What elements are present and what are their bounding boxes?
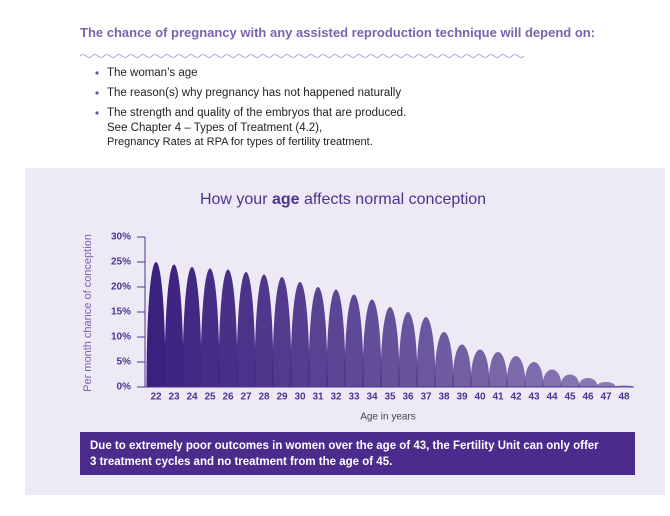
bullet-dot — [95, 111, 99, 115]
y-tick-label: 5% — [117, 357, 132, 368]
bell — [416, 317, 436, 387]
note-line: Due to extremely poor outcomes in women … — [90, 440, 599, 452]
bullet: The woman’s age — [107, 67, 198, 79]
bell — [398, 312, 418, 387]
x-tick-label: 48 — [618, 392, 630, 403]
x-tick-label: 24 — [186, 392, 198, 403]
bullet-dot — [95, 71, 99, 75]
y-tick-label: 0% — [117, 382, 132, 393]
x-tick-label: 31 — [312, 392, 324, 403]
bell — [146, 262, 166, 387]
bell — [380, 307, 400, 387]
x-tick-label: 22 — [150, 392, 162, 403]
bell — [488, 352, 508, 387]
chart-title: How your age affects normal conception — [200, 191, 486, 208]
y-tick-label: 10% — [111, 332, 131, 343]
y-tick-label: 25% — [111, 257, 131, 268]
title-part: affects normal conception — [304, 191, 486, 208]
bell — [344, 294, 364, 387]
x-tick-label: 45 — [564, 392, 576, 403]
x-tick-label: 42 — [510, 392, 522, 403]
x-tick-label: 40 — [474, 392, 486, 403]
x-tick-label: 47 — [600, 392, 612, 403]
bell — [434, 332, 454, 387]
bell — [596, 382, 616, 387]
y-tick-label: 30% — [111, 232, 131, 243]
bell — [200, 268, 220, 387]
bell — [470, 349, 490, 387]
x-tick-label: 27 — [240, 392, 252, 403]
y-tick-label: 15% — [111, 307, 131, 318]
x-tick-label: 41 — [492, 392, 504, 403]
bell — [272, 277, 292, 387]
x-tick-label: 33 — [348, 392, 360, 403]
x-tick-label: 36 — [402, 392, 414, 403]
bell — [452, 344, 472, 387]
x-tick-label: 26 — [222, 392, 234, 403]
header-line: The chance of pregnancy with any assiste… — [80, 25, 595, 40]
x-tick-label: 35 — [384, 392, 396, 403]
x-tick-label: 46 — [582, 392, 594, 403]
x-tick-label: 23 — [168, 392, 180, 403]
bell — [236, 272, 256, 387]
bell — [290, 282, 310, 387]
x-tick-label: 44 — [546, 392, 558, 403]
header-title: The chance of pregnancy with any assiste… — [80, 25, 595, 40]
title-part: How your — [200, 191, 268, 208]
bullet: The strength and quality of the embryos … — [107, 107, 406, 119]
x-tick-label: 32 — [330, 392, 342, 403]
bell — [560, 374, 580, 387]
title-emphasis: age — [272, 191, 300, 208]
bullet: The reason(s) why pregnancy has not happ… — [107, 87, 401, 99]
x-tick-label: 38 — [438, 392, 450, 403]
bell — [578, 378, 598, 387]
bullet-dot — [95, 91, 99, 95]
y-axis-label: Per month chance of conception — [82, 234, 94, 392]
bell — [326, 289, 346, 387]
wavy-rule — [79, 54, 525, 58]
x-tick-label: 43 — [528, 392, 540, 403]
bell — [524, 362, 544, 387]
bell — [308, 287, 328, 387]
x-tick-label: 25 — [204, 392, 216, 403]
x-tick-label: 34 — [366, 392, 378, 403]
y-tick-label: 20% — [111, 282, 131, 293]
x-tick-label: 30 — [294, 392, 306, 403]
x-axis-label: Age in years — [360, 412, 416, 423]
bell — [182, 267, 202, 387]
bell — [164, 264, 184, 387]
plot: 0% 5% 10% 15% 20% 25% 30% 22 23 24 25 26 27 28 29 30 31 3… — [111, 232, 634, 403]
bullet-note: Pregnancy Rates at RPA for types of fert… — [107, 136, 373, 148]
bell — [362, 299, 382, 387]
x-tick-label: 29 — [276, 392, 288, 403]
note-line: 3 treatment cycles and no treatment from… — [90, 456, 392, 468]
bell — [218, 269, 238, 387]
x-tick-label: 37 — [420, 392, 432, 403]
bell — [254, 274, 274, 387]
bell — [542, 369, 562, 387]
bullet-note: See Chapter 4 – Types of Treatment (4.2)… — [107, 122, 322, 134]
bell — [506, 356, 526, 387]
note-box — [80, 432, 635, 475]
bullet-list: The woman’s age The reason(s) why pregna… — [95, 67, 406, 148]
x-tick-label: 28 — [258, 392, 270, 403]
x-tick-label: 39 — [456, 392, 468, 403]
